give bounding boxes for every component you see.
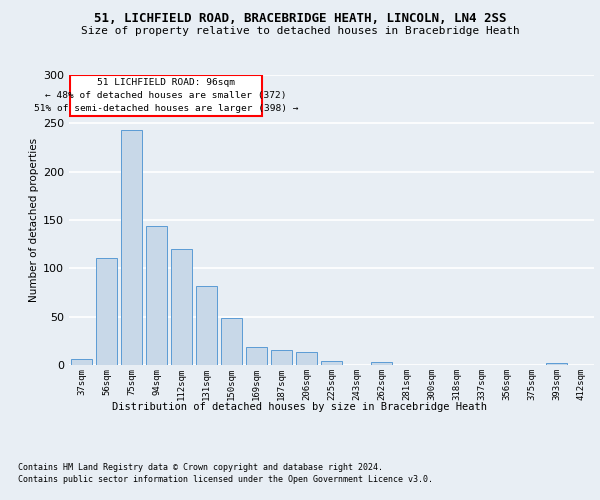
- Bar: [546, 363, 567, 365]
- Bar: [196, 286, 217, 365]
- Text: 51 LICHFIELD ROAD: 96sqm
← 48% of detached houses are smaller (372)
51% of semi-: 51 LICHFIELD ROAD: 96sqm ← 48% of detach…: [34, 78, 298, 113]
- Bar: [221, 318, 242, 365]
- Bar: [321, 361, 342, 365]
- Bar: [70, 75, 262, 116]
- Bar: [96, 258, 117, 365]
- Bar: [296, 352, 317, 365]
- Bar: [121, 130, 142, 365]
- Text: Size of property relative to detached houses in Bracebridge Heath: Size of property relative to detached ho…: [80, 26, 520, 36]
- Bar: [371, 362, 392, 365]
- Text: Contains public sector information licensed under the Open Government Licence v3: Contains public sector information licen…: [18, 475, 433, 484]
- Bar: [146, 226, 167, 365]
- Bar: [271, 350, 292, 365]
- Text: Contains HM Land Registry data © Crown copyright and database right 2024.: Contains HM Land Registry data © Crown c…: [18, 462, 383, 471]
- Text: Distribution of detached houses by size in Bracebridge Heath: Distribution of detached houses by size …: [113, 402, 487, 412]
- Bar: [246, 346, 267, 365]
- Bar: [171, 249, 192, 365]
- Y-axis label: Number of detached properties: Number of detached properties: [29, 138, 39, 302]
- Text: 51, LICHFIELD ROAD, BRACEBRIDGE HEATH, LINCOLN, LN4 2SS: 51, LICHFIELD ROAD, BRACEBRIDGE HEATH, L…: [94, 12, 506, 26]
- Bar: [71, 359, 92, 365]
